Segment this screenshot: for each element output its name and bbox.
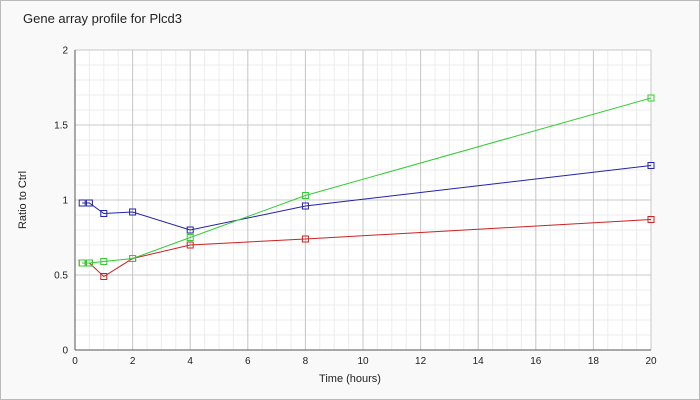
data-point-series-2 [78,199,86,207]
data-point-series-2 [301,202,309,210]
data-point-series-3 [78,259,86,267]
x-tick-label: 16 [530,356,542,367]
data-point-series-3 [647,94,655,102]
y-tick-label: 1 [62,196,68,207]
series-line-2 [82,165,652,231]
data-point-series-2 [129,208,137,216]
x-axis-label: Time (hours) [319,373,381,385]
data-point-series-2 [186,226,194,234]
data-point-series-3 [100,258,108,265]
x-tick-label: 0 [72,356,78,367]
data-point-series-3 [301,192,309,199]
x-tick-label: 4 [187,356,193,367]
x-tick-label: 8 [303,356,309,367]
data-point-series-2 [647,162,655,169]
data-point-series-3 [186,234,194,241]
data-point-series-3 [129,255,137,262]
chart-title: Gene array profile for Plcd3 [23,11,182,26]
y-tick-label: 1.5 [54,121,68,132]
series-line-3 [82,97,652,264]
x-tick-label: 6 [245,356,251,367]
x-tick-label: 10 [357,356,369,367]
data-point-series-1 [301,235,309,243]
y-tick-label: 2 [62,46,68,57]
x-tick-label: 12 [415,356,427,367]
data-point-series-2 [100,210,108,217]
data-point-series-1 [100,273,108,280]
data-point-series-3 [85,259,93,267]
x-tick-label: 20 [645,356,657,367]
y-tick-label: 0.5 [54,271,68,282]
data-point-series-1 [186,241,194,249]
x-tick-label: 2 [130,356,136,367]
y-tick-label: 0 [62,346,68,357]
y-axis-label: Ratio to Ctrl [17,170,29,230]
data-point-series-2 [85,199,93,207]
data-point-series-1 [647,216,655,223]
x-tick-label: 14 [473,356,485,367]
x-tick-label: 18 [588,356,600,367]
